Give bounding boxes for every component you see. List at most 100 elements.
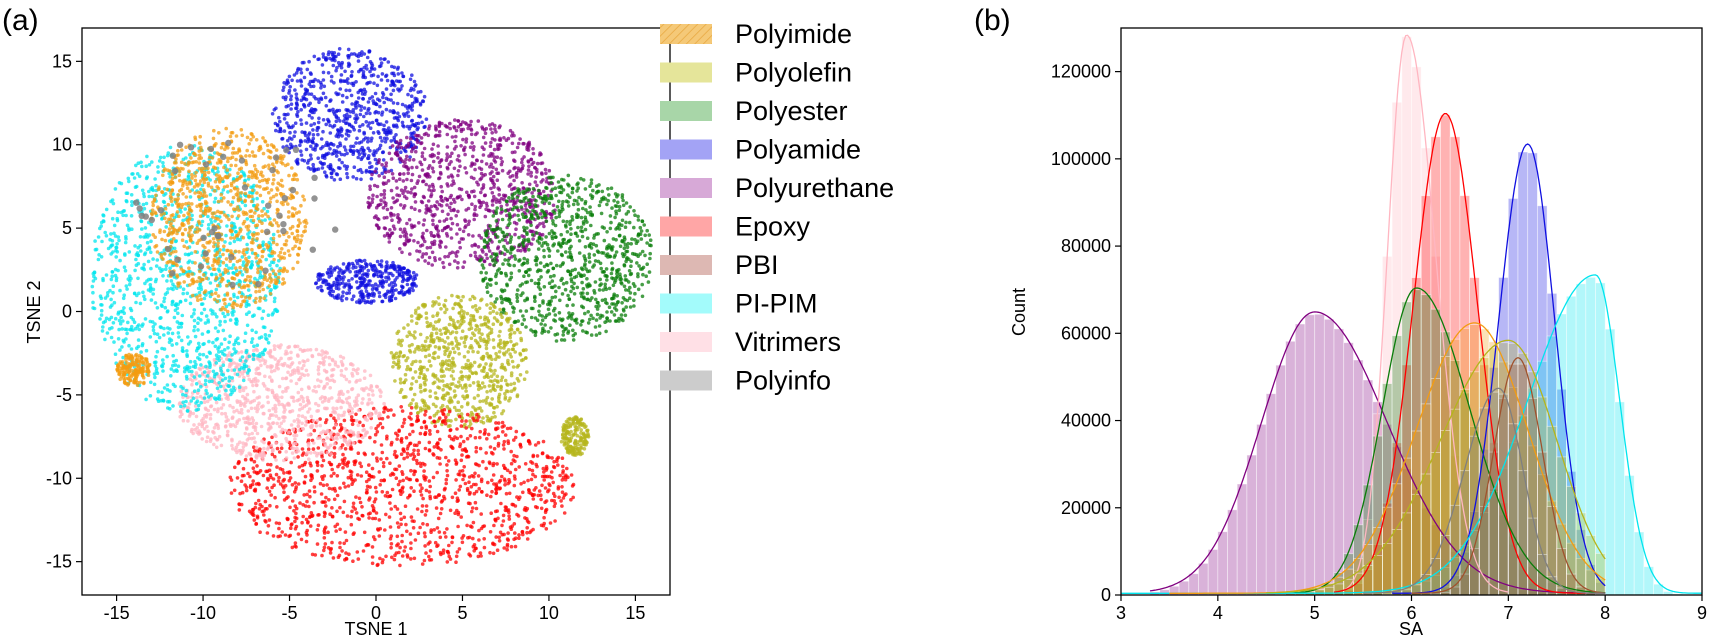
- scatter-point-polyurethane: [445, 145, 450, 149]
- scatter-point-polyurethane: [377, 160, 381, 165]
- scatter-point-polyester: [628, 205, 632, 209]
- scatter-point-polyamide: [282, 85, 286, 90]
- scatter-point-epoxy: [517, 465, 521, 469]
- scatter-point-polyester: [639, 229, 644, 233]
- scatter-point-polyolefin: [398, 377, 403, 382]
- scatter-point-polyamide: [380, 171, 385, 176]
- scatter-point-polyester: [506, 258, 511, 263]
- scatter-point-epoxy: [328, 462, 333, 467]
- scatter-point-epoxy: [346, 484, 351, 488]
- scatter-point-polyamide: [347, 278, 351, 283]
- scatter-point-epoxy: [542, 478, 546, 482]
- scatter-point-polyamide: [409, 275, 413, 280]
- scatter-point-polyamide: [355, 273, 359, 278]
- scatter-point-epoxy: [459, 458, 464, 463]
- scatter-point-polyurethane: [407, 158, 412, 162]
- scatter-point-polyurethane: [493, 127, 497, 131]
- scatter-point-polyolefin: [485, 395, 490, 400]
- scatter-point-polyolefin: [565, 430, 570, 435]
- scatter-point-polyester: [561, 241, 565, 245]
- scatter-point-polyester: [553, 313, 558, 317]
- scatter-point-polyolefin: [413, 330, 417, 334]
- scatter-point-epoxy: [413, 538, 418, 542]
- scatter-point-polyester: [633, 284, 637, 289]
- scatter-point-epoxy: [268, 473, 273, 478]
- scatter-point-polyolefin: [492, 304, 496, 309]
- scatter-point-polyester: [610, 245, 615, 249]
- scatter-point-polyester: [524, 325, 528, 329]
- scatter-point-polyamide: [321, 273, 325, 277]
- scatter-point-polyester: [588, 184, 592, 188]
- scatter-point-polyester: [533, 299, 537, 304]
- scatter-point-polyurethane: [456, 209, 460, 214]
- scatter-point-polyamide: [399, 284, 404, 289]
- scatter-point-polyester: [610, 276, 614, 280]
- scatter-point-polyolefin: [485, 390, 489, 394]
- scatter-point-polyurethane: [549, 216, 554, 220]
- scatter-point-epoxy: [249, 457, 254, 461]
- scatter-point-epoxy: [484, 466, 489, 471]
- scatter-point-polyamide: [284, 113, 288, 117]
- scatter-point-polyurethane: [428, 175, 432, 179]
- scatter-point-epoxy: [336, 555, 341, 559]
- scatter-point-polyester: [627, 269, 632, 273]
- scatter-point-polyolefin: [485, 351, 489, 356]
- scatter-point-polyamide: [348, 269, 352, 274]
- scatter-point-epoxy: [432, 445, 437, 449]
- scatter-point-polyamide: [316, 285, 320, 290]
- scatter-point-polyamide: [408, 77, 413, 82]
- scatter-point-polyurethane: [454, 128, 459, 133]
- scatter-point-polyamide: [315, 143, 319, 148]
- scatter-point-epoxy: [409, 417, 413, 421]
- scatter-point-polyurethane: [499, 204, 504, 209]
- scatter-point-polyurethane: [376, 203, 380, 208]
- scatter-point-polyurethane: [385, 233, 390, 237]
- scatter-point-polyester: [534, 199, 538, 203]
- scatter-point-epoxy: [444, 477, 449, 482]
- scatter-point-polyester: [524, 309, 529, 313]
- scatter-point-polyamide: [351, 108, 356, 112]
- scatter-point-polyolefin: [448, 350, 453, 355]
- scatter-point-polyurethane: [387, 240, 392, 244]
- scatter-point-polyurethane: [422, 146, 427, 151]
- scatter-point-polyurethane: [395, 186, 399, 190]
- scatter-point-polyurethane: [409, 178, 414, 183]
- scatter-point-epoxy: [422, 474, 426, 478]
- scatter-point-epoxy: [467, 552, 471, 556]
- scatter-point-epoxy: [526, 478, 530, 483]
- scatter-point-polyolefin: [478, 363, 482, 367]
- scatter-point-epoxy: [535, 505, 539, 510]
- scatter-point-polyolefin: [486, 375, 491, 380]
- scatter-point-polyester: [561, 219, 566, 223]
- scatter-point-epoxy: [464, 419, 468, 423]
- scatter-point-polyolefin: [457, 408, 462, 413]
- scatter-point-epoxy: [287, 478, 292, 483]
- scatter-point-polyurethane: [439, 203, 444, 208]
- scatter-point-epoxy: [512, 438, 516, 442]
- scatter-point-polyurethane: [448, 121, 452, 126]
- scatter-point-polyolefin: [435, 396, 440, 401]
- scatter-point-polyester: [641, 272, 645, 277]
- scatter-point-epoxy: [393, 449, 397, 454]
- scatter-point-polyamide: [372, 101, 376, 106]
- scatter-point-polyamide: [409, 119, 414, 123]
- scatter-point-polyurethane: [494, 200, 499, 204]
- scatter-point-polyurethane: [477, 200, 482, 204]
- scatter-point-epoxy: [428, 415, 432, 420]
- scatter-point-epoxy: [351, 532, 356, 536]
- scatter-point-polyamide: [394, 79, 399, 83]
- scatter-point-polyolefin: [472, 296, 477, 301]
- scatter-point-epoxy: [536, 493, 540, 498]
- scatter-point-polyamide: [409, 94, 414, 98]
- scatter-point-polyolefin: [417, 375, 422, 380]
- scatter-point-polyurethane: [434, 133, 438, 138]
- scatter-point-polyurethane: [512, 213, 517, 217]
- scatter-point-polyester: [564, 199, 569, 203]
- scatter-point-epoxy: [394, 455, 399, 460]
- scatter-point-polyurethane: [391, 196, 395, 200]
- scatter-point-polyamide: [378, 57, 383, 61]
- scatter-point-polyester: [535, 318, 540, 323]
- scatter-point-epoxy: [466, 536, 470, 540]
- scatter-point-epoxy: [435, 544, 439, 548]
- scatter-point-polyamide: [305, 140, 310, 144]
